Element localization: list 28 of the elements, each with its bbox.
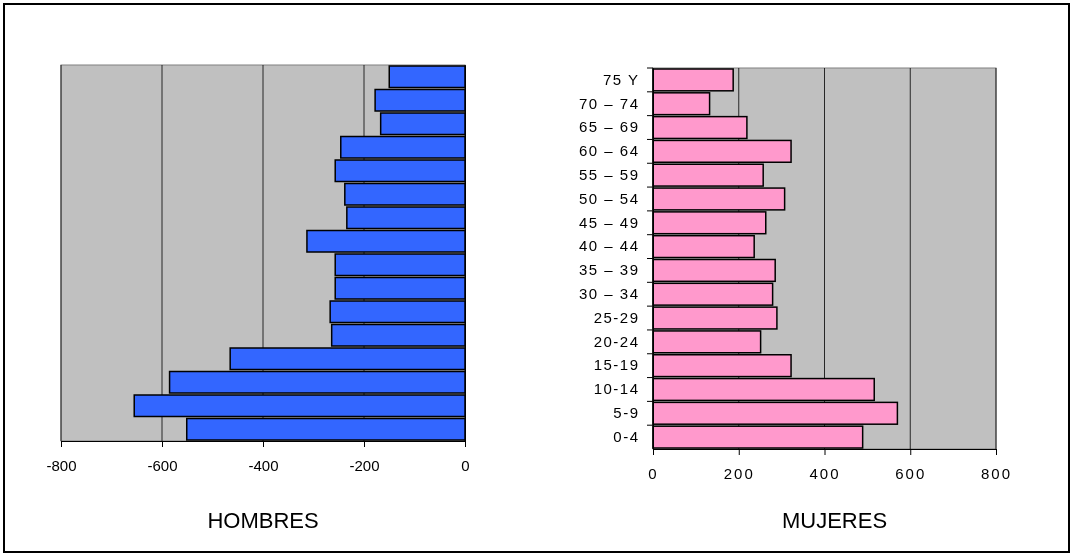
x-tick-label: -800 bbox=[46, 457, 77, 474]
x-tick-label: 600 bbox=[895, 465, 927, 482]
y-tick-label: 40 – 44 bbox=[578, 237, 640, 255]
x-axis-title: HOMBRES bbox=[207, 508, 319, 533]
x-tick-label: 200 bbox=[723, 465, 755, 482]
y-tick-label: 75 Y bbox=[602, 70, 640, 88]
y-tick-label: 55 – 59 bbox=[578, 165, 640, 183]
y-tick-label: 65 – 69 bbox=[578, 118, 640, 136]
y-tick-label: 50 – 54 bbox=[578, 189, 640, 207]
y-tick-label: 70 – 74 bbox=[578, 94, 640, 112]
y-tick-label: 20-24 bbox=[593, 332, 640, 350]
x-tick-label: -200 bbox=[349, 457, 380, 474]
x-tick-label: 800 bbox=[980, 465, 1013, 482]
y-tick-label: 10-14 bbox=[593, 380, 640, 398]
x-tick-label: -400 bbox=[248, 457, 279, 474]
y-tick-label: 35 – 39 bbox=[578, 261, 640, 279]
x-tick-label: 0 bbox=[461, 457, 470, 474]
y-tick-label: 60 – 64 bbox=[578, 142, 640, 160]
y-tick-label: 25-29 bbox=[593, 308, 640, 326]
x-tick-label: 400 bbox=[809, 465, 841, 482]
x-tick-label: -600 bbox=[147, 457, 178, 474]
y-tick-label: 0-4 bbox=[613, 427, 640, 445]
y-tick-label: 15-19 bbox=[593, 356, 640, 374]
y-tick-label: 45 – 49 bbox=[578, 213, 640, 231]
x-axis-title: MUJERES bbox=[781, 508, 888, 533]
x-tick-label: 0 bbox=[648, 465, 659, 482]
y-tick-label: 30 – 34 bbox=[578, 285, 640, 303]
y-tick-label: 5-9 bbox=[613, 404, 640, 422]
